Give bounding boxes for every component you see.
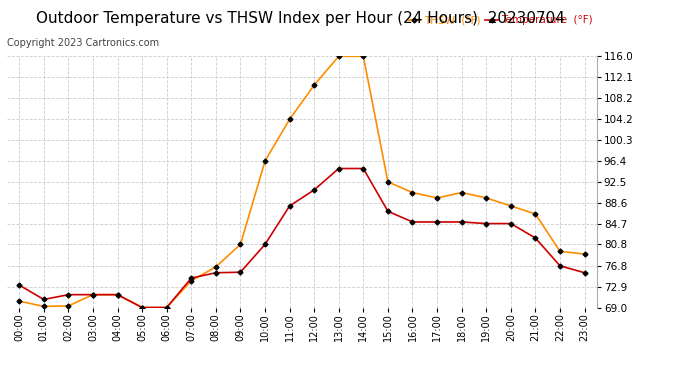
THSW  (°F) (310, 83, 318, 87)
THSW  (°F) (556, 249, 564, 254)
Temperature  (°F) (482, 221, 491, 226)
Text: Copyright 2023 Cartronics.com: Copyright 2023 Cartronics.com (7, 38, 159, 48)
THSW  (°F) (506, 204, 515, 208)
Temperature  (°F) (433, 220, 441, 224)
Temperature  (°F) (138, 305, 146, 310)
THSW  (°F) (408, 190, 417, 195)
THSW  (°F) (64, 304, 72, 308)
Line: THSW  (°F): THSW (°F) (17, 54, 586, 309)
THSW  (°F) (39, 304, 48, 309)
THSW  (°F) (261, 159, 269, 163)
THSW  (°F) (457, 190, 466, 195)
Temperature  (°F) (113, 292, 121, 297)
THSW  (°F) (187, 279, 195, 283)
Temperature  (°F) (89, 292, 97, 297)
Temperature  (°F) (64, 292, 72, 297)
Temperature  (°F) (39, 297, 48, 302)
THSW  (°F) (236, 242, 244, 247)
THSW  (°F) (89, 292, 97, 297)
Temperature  (°F) (163, 305, 171, 310)
Temperature  (°F) (286, 204, 294, 208)
Temperature  (°F) (15, 283, 23, 287)
THSW  (°F) (286, 117, 294, 122)
THSW  (°F) (580, 252, 589, 256)
THSW  (°F) (163, 305, 171, 310)
Temperature  (°F) (457, 220, 466, 224)
THSW  (°F) (482, 196, 491, 200)
Temperature  (°F) (335, 166, 343, 171)
Temperature  (°F) (384, 209, 392, 213)
Temperature  (°F) (580, 270, 589, 275)
Temperature  (°F) (261, 242, 269, 247)
Legend: THSW  (°F), Temperature  (°F): THSW (°F), Temperature (°F) (404, 11, 597, 29)
Temperature  (°F) (556, 264, 564, 268)
THSW  (°F) (384, 180, 392, 184)
THSW  (°F) (359, 54, 368, 58)
THSW  (°F) (531, 212, 540, 216)
THSW  (°F) (138, 305, 146, 310)
Temperature  (°F) (236, 270, 244, 274)
Temperature  (°F) (506, 221, 515, 226)
Temperature  (°F) (212, 270, 220, 275)
Line: Temperature  (°F): Temperature (°F) (17, 167, 586, 309)
Temperature  (°F) (408, 220, 417, 224)
THSW  (°F) (335, 54, 343, 58)
THSW  (°F) (212, 265, 220, 269)
Temperature  (°F) (187, 276, 195, 280)
Temperature  (°F) (310, 188, 318, 192)
Temperature  (°F) (531, 236, 540, 240)
Text: Outdoor Temperature vs THSW Index per Hour (24 Hours)  20230704: Outdoor Temperature vs THSW Index per Ho… (36, 11, 564, 26)
THSW  (°F) (113, 292, 121, 297)
THSW  (°F) (15, 299, 23, 303)
THSW  (°F) (433, 196, 441, 200)
Temperature  (°F) (359, 166, 368, 171)
